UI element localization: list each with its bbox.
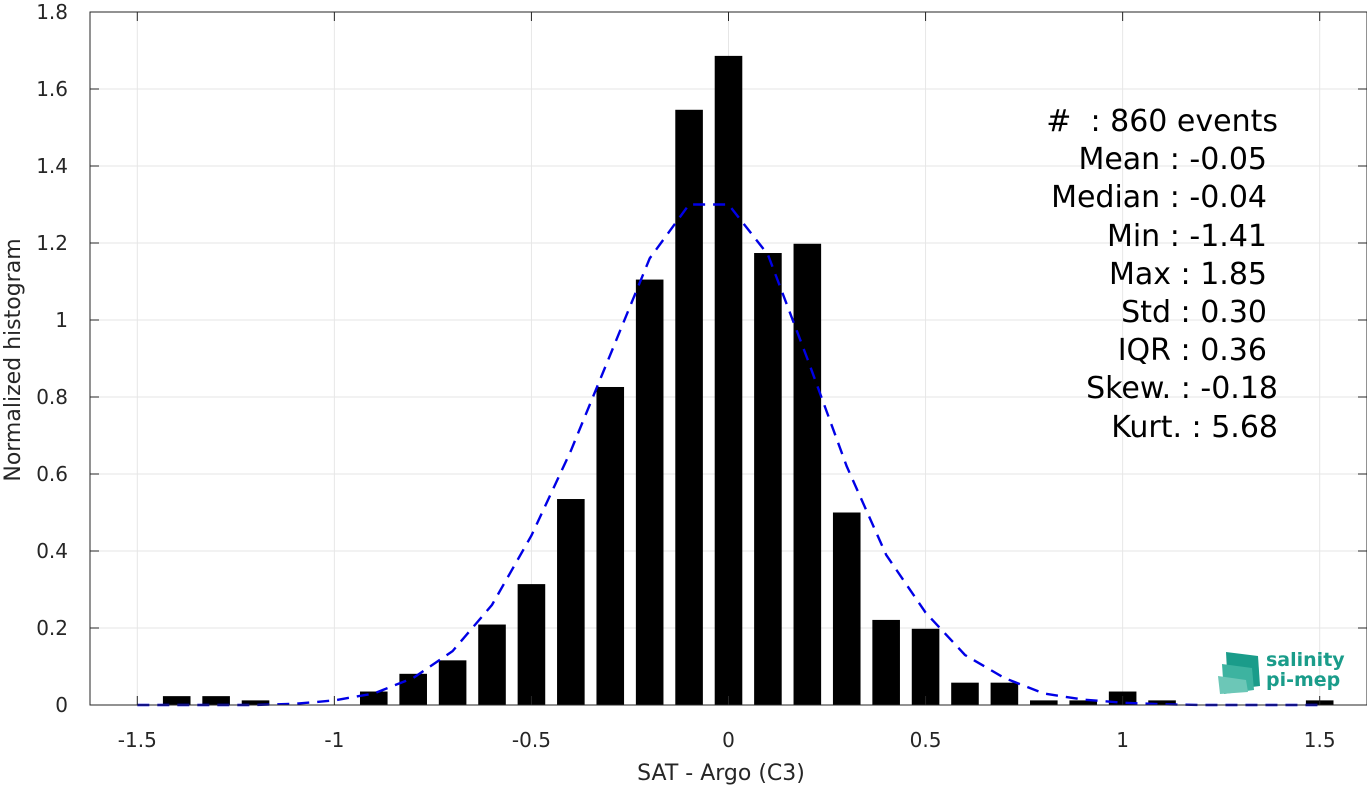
histogram-bar <box>832 512 861 705</box>
x-tick-label: 1.5 <box>1304 728 1336 752</box>
histogram-bar <box>399 673 427 705</box>
x-tick-labels: -1.5 -1 -0.5 0 0.5 1 1.5 <box>118 728 1336 752</box>
stats-box: # : 860 events Mean : -0.05 Median : -0.… <box>1046 104 1278 445</box>
histogram-bar <box>517 584 546 705</box>
histogram-bar <box>793 243 822 705</box>
stat-min: Min : -1.41 <box>1107 219 1267 254</box>
x-axis-label: SAT - Argo (C3) <box>637 761 805 786</box>
fit-curve-layer <box>137 203 1320 707</box>
y-tick-label: 1.2 <box>36 231 68 255</box>
salinity-pimep-logo: salinity pi-mep <box>1218 649 1345 694</box>
x-tick-label: 1 <box>1116 728 1129 752</box>
stat-skew: Skew. : -0.18 <box>1086 371 1278 406</box>
stat-median: Median : -0.04 <box>1051 180 1267 215</box>
y-tick-label: 0.8 <box>36 385 68 409</box>
histogram-bar <box>635 279 664 705</box>
histogram-bar <box>754 253 782 705</box>
histogram-bar <box>675 109 703 706</box>
histogram-bar <box>872 619 900 705</box>
y-tick-labels: 0 0.2 0.4 0.6 0.8 1 1.2 1.4 1.6 1.8 <box>36 0 68 717</box>
x-tick-label: -1 <box>324 728 344 752</box>
y-axis-label: Normalized histogram <box>1 238 26 481</box>
x-tick-label: 0.5 <box>910 728 942 752</box>
x-tick-label: 0 <box>722 728 735 752</box>
y-tick-label: 1.6 <box>36 77 68 101</box>
histogram-bar <box>714 55 743 705</box>
histogram-bar <box>1148 700 1176 705</box>
logo-waves-icon <box>1218 652 1260 694</box>
histogram-bar <box>557 499 585 705</box>
y-tick-label: 0.2 <box>36 616 68 640</box>
stat-std: Std : 0.30 <box>1121 295 1267 330</box>
logo-text-pimep: pi-mep <box>1266 669 1340 691</box>
histogram-bar <box>359 691 388 705</box>
x-tick-label: -0.5 <box>512 728 551 752</box>
stat-iqr: IQR : 0.36 <box>1118 333 1267 368</box>
stat-events: # : 860 events <box>1046 104 1278 139</box>
stat-max: Max : 1.85 <box>1109 257 1267 292</box>
fit-curve <box>137 203 1320 707</box>
histogram-bar <box>202 696 230 705</box>
histogram-bar <box>596 386 625 705</box>
stat-kurt: Kurt. : 5.68 <box>1111 410 1278 445</box>
histogram-bar <box>478 624 506 705</box>
histogram-bar <box>241 700 270 705</box>
histogram-bars <box>162 55 1334 706</box>
y-tick-label: 0.4 <box>36 539 68 563</box>
x-tick-label: -1.5 <box>118 728 157 752</box>
histogram-bar <box>1030 700 1058 705</box>
axis-ticks <box>90 11 1367 706</box>
y-tick-label: 1 <box>55 308 68 332</box>
y-tick-label: 0.6 <box>36 462 68 486</box>
y-tick-label: 0 <box>55 693 68 717</box>
y-tick-label: 1.8 <box>36 0 68 24</box>
y-tick-label: 1.4 <box>36 154 68 178</box>
histogram-bar <box>162 696 191 705</box>
stat-mean: Mean : -0.05 <box>1078 142 1267 177</box>
logo-text-salinity: salinity <box>1266 649 1345 671</box>
histogram-bar <box>1069 700 1098 705</box>
histogram-bar <box>438 660 467 705</box>
histogram-bar <box>911 628 940 705</box>
histogram-bar <box>990 682 1019 705</box>
histogram-bar <box>951 682 979 705</box>
